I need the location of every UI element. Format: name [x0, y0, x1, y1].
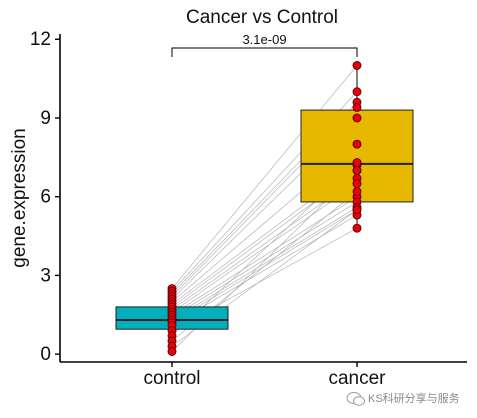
- pair-line: [171, 206, 358, 321]
- axes: [59, 34, 467, 363]
- x-tick-label-control: control: [143, 368, 200, 389]
- point-cancer: [352, 139, 362, 149]
- y-tick-label: 6: [40, 187, 51, 208]
- point-cancer: [352, 179, 362, 189]
- x-ticks: control cancer: [143, 362, 386, 389]
- point-cancer: [352, 186, 362, 196]
- point-cancer: [352, 87, 362, 97]
- y-tick-label: 3: [40, 265, 51, 286]
- y-axis-label: gene.expression: [9, 128, 30, 267]
- pair-line: [171, 65, 358, 289]
- wechat-icon: [346, 392, 365, 406]
- y-tick-label: 12: [30, 29, 51, 50]
- chart-title: Cancer vs Control: [186, 7, 338, 28]
- point-cancer: [352, 113, 362, 123]
- y-tick-label: 0: [40, 344, 51, 365]
- p-value-label: 3.1e-09: [242, 32, 286, 47]
- x-tick-label-cancer: cancer: [328, 368, 386, 389]
- point-cancer: [352, 165, 362, 175]
- watermark: KS科研分享与服务: [346, 391, 460, 406]
- point-control: [167, 347, 177, 356]
- point-cancer: [352, 103, 362, 112]
- y-tick-label: 9: [40, 108, 51, 129]
- significance-bracket: 3.1e-09: [171, 32, 358, 57]
- pair-line: [171, 196, 358, 316]
- bracket-line: [171, 47, 358, 57]
- point-cancer: [352, 158, 362, 168]
- watermark-text: KS科研分享与服务: [368, 391, 460, 405]
- point-cancer: [352, 205, 362, 215]
- data-points: [167, 61, 362, 356]
- y-ticks: 0 3 6 9 12: [30, 29, 60, 365]
- point-cancer: [352, 61, 362, 70]
- pair-line: [171, 183, 358, 313]
- pair-line: [171, 201, 358, 318]
- point-cancer: [352, 223, 362, 233]
